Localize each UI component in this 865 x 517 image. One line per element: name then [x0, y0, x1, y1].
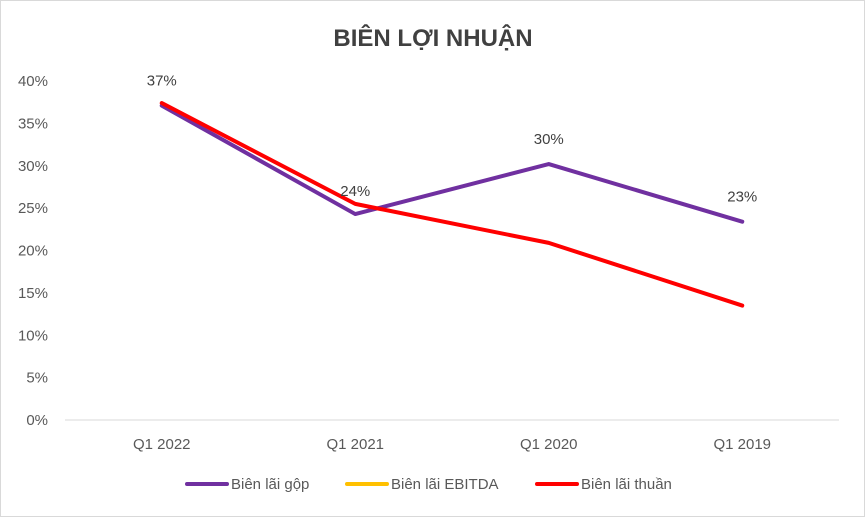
x-tick-label: Q1 2020 — [520, 436, 578, 453]
legend-label: Biên lãi EBITDA — [391, 476, 499, 493]
x-tick-label: Q1 2022 — [133, 436, 191, 453]
y-tick-label: 0% — [26, 412, 48, 429]
legend-label: Biên lãi thuần — [581, 476, 672, 493]
legend: Biên lãi gộp Biên lãi EBITDA Biên lãi thuầ… — [185, 476, 672, 493]
x-tick-label: Q1 2019 — [713, 436, 771, 453]
y-tick-label: 35% — [18, 115, 48, 132]
y-tick-label: 10% — [18, 327, 48, 344]
y-tick-label: 20% — [18, 243, 48, 260]
y-tick-label: 30% — [18, 158, 48, 175]
legend-label: Biên lãi gộp — [231, 476, 309, 493]
y-tick-label: 40% — [18, 73, 48, 90]
data-labels: 37% 24% 30% 23% — [147, 73, 758, 206]
data-label: 23% — [727, 189, 757, 206]
y-tick-label: 25% — [18, 200, 48, 217]
data-label: 30% — [534, 131, 564, 148]
x-tick-label: Q1 2021 — [326, 436, 384, 453]
chart-title: BIÊN LỢI NHUẬN — [333, 24, 532, 52]
y-tick-label: 5% — [26, 370, 48, 387]
data-label: 24% — [340, 183, 370, 200]
series-line — [159, 101, 745, 308]
y-axis: 0% 5% 10% 15% 20% 25% 30% 35% 40% — [18, 73, 48, 429]
y-tick-label: 15% — [18, 285, 48, 302]
x-axis: Q1 2022 Q1 2021 Q1 2020 Q1 2019 — [65, 419, 839, 453]
series-line — [159, 103, 745, 224]
data-label: 37% — [147, 73, 177, 90]
series-lines — [159, 101, 745, 308]
